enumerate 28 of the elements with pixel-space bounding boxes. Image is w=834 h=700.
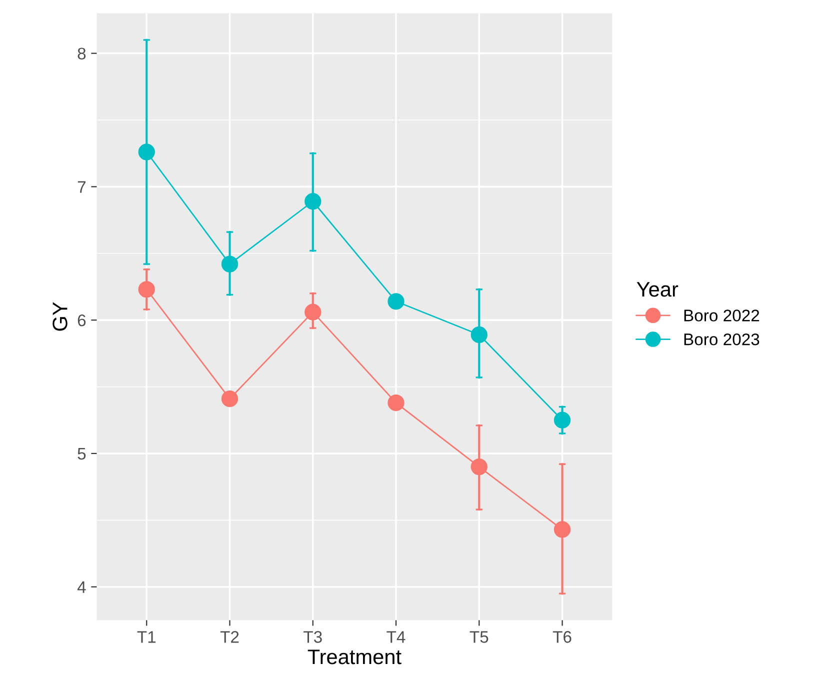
y-axis-title: GY [52, 302, 68, 331]
y-tick-label: 7 [78, 181, 86, 193]
y-tick-label: 8 [78, 48, 86, 60]
point [304, 304, 322, 320]
point [221, 390, 238, 408]
x-tick-label: T6 [552, 631, 572, 643]
legend-title: Year [636, 282, 678, 297]
point [138, 281, 155, 298]
point [138, 144, 155, 160]
point [554, 521, 571, 538]
point [554, 412, 571, 428]
legend-label: Boro 2023 [684, 333, 760, 346]
x-tick-label: T5 [470, 631, 488, 643]
y-tick-label: 4 [77, 581, 86, 593]
x-tick-label: T2 [220, 631, 239, 643]
point [388, 394, 404, 412]
y-tick-label: 5 [78, 448, 86, 460]
point [304, 193, 322, 210]
y-tick-label: 6 [78, 314, 86, 326]
legend-label: Boro 2022 [684, 310, 760, 322]
point [221, 256, 238, 272]
point [470, 326, 488, 344]
x-tick-label: T4 [386, 631, 406, 643]
x-tick-label: T3 [304, 631, 322, 643]
x-tick-label: T1 [137, 631, 156, 643]
x-axis-title: Treatment [308, 650, 402, 664]
point [470, 458, 488, 476]
point [388, 293, 404, 310]
